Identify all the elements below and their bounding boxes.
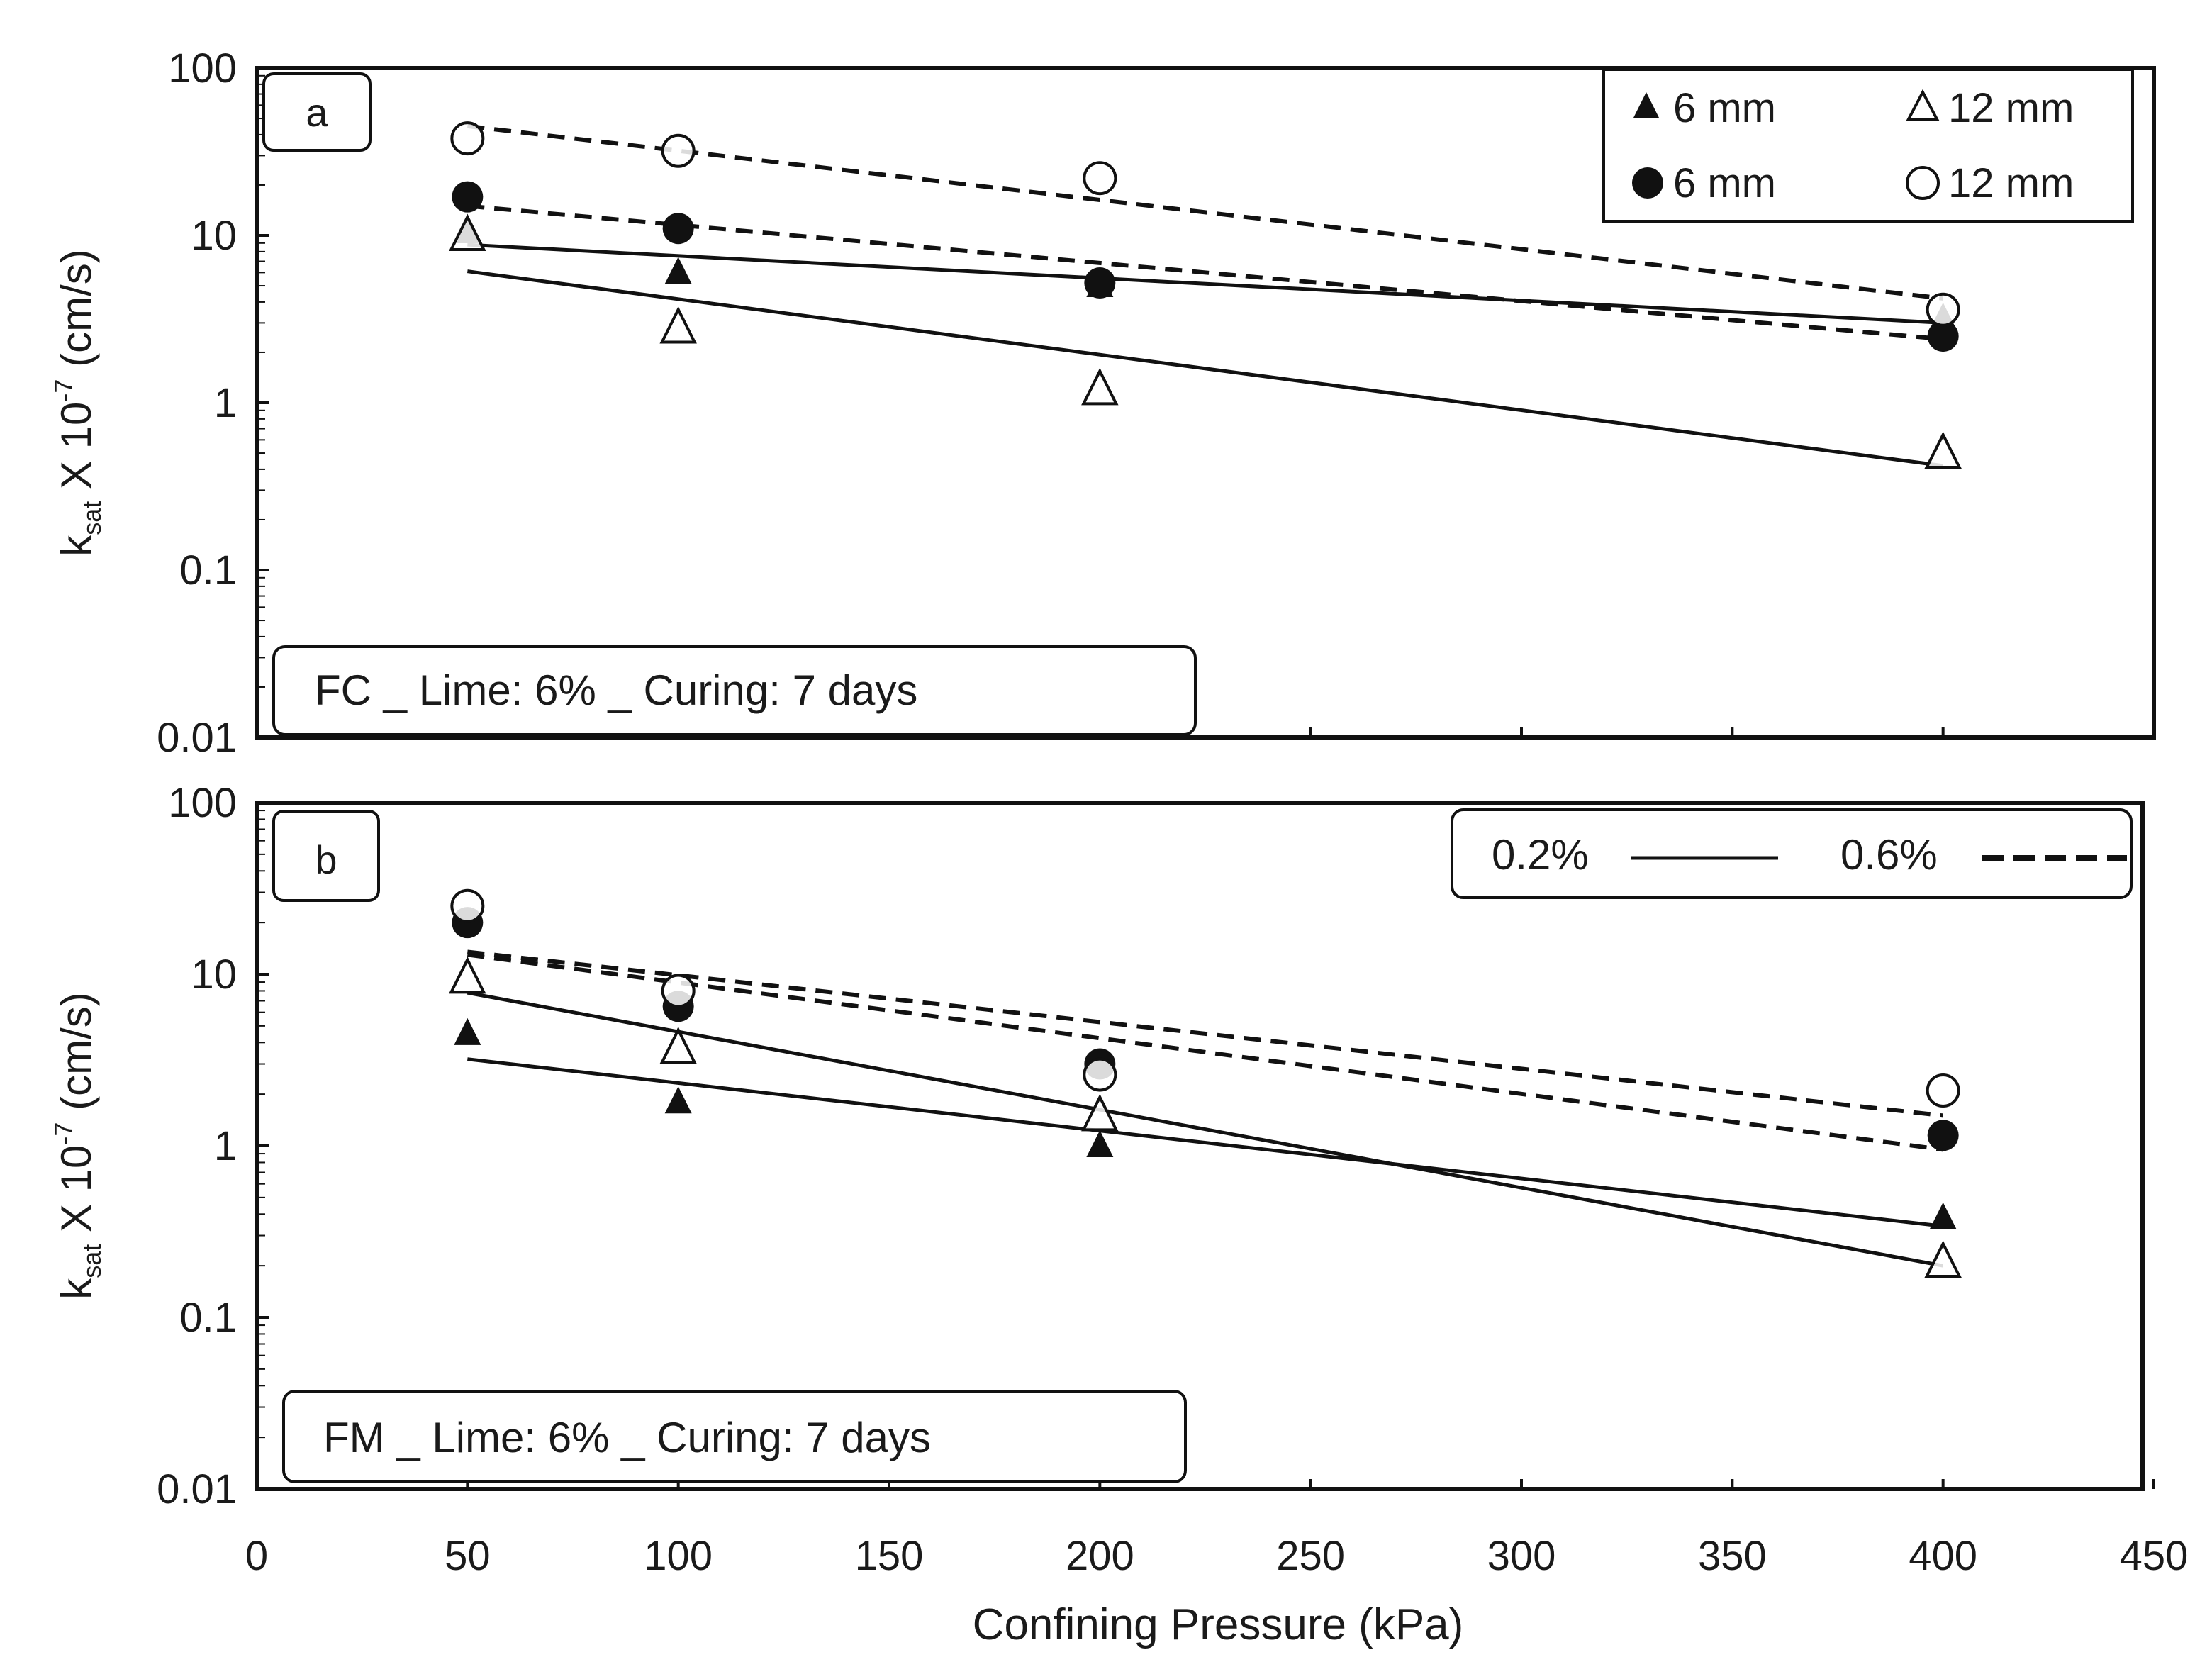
y-tick-label: 10 — [191, 952, 237, 998]
trendline-open-triangle-0.2% — [467, 269, 1943, 468]
panel-a-ylabel: ksat X 10-7 (cm/s) — [49, 249, 106, 556]
trendline-open-triangle-0.2% — [467, 991, 1944, 1268]
y-tick-label: 0.01 — [157, 1466, 237, 1512]
point-filled-circle-0.6% — [1927, 1120, 1959, 1151]
panel-b-label: b — [315, 837, 337, 882]
panel-b-legend: 0.2% 0.6% — [1451, 808, 2133, 899]
legend-dashed-label: 0.6% — [1840, 831, 1938, 879]
point-open-circle-0.6% — [1926, 1073, 1960, 1108]
panel-b-ticks: 0.01 0.1 1 10 100 — [157, 780, 2155, 1512]
trendline-open-circle-0.6% — [467, 123, 1944, 301]
panel-b-ylabel: ksat X 10-7 (cm/s) — [49, 992, 106, 1299]
legend-solid-label: 0.2% — [1492, 831, 1589, 879]
trendline-filled-triangle-0.2% — [467, 242, 1943, 325]
panel-a-trendlines — [467, 123, 1944, 468]
x-tick-label: 400 — [1909, 1533, 1977, 1579]
panel-a-ticks: 0.01 0.1 1 10 100 — [157, 45, 2155, 761]
point-open-circle-0.6% — [450, 888, 485, 923]
trendline-filled-triangle-0.2% — [467, 1057, 1943, 1228]
point-filled-triangle-0.2% — [664, 257, 692, 284]
legend-filled-triangle-icon — [1633, 92, 1659, 118]
panel-a-points — [449, 121, 1962, 469]
legend-open-circle-icon — [1906, 166, 1940, 200]
point-filled-circle-0.6% — [1927, 320, 1959, 352]
point-open-triangle-0.2% — [1924, 1240, 1962, 1278]
point-open-circle-0.6% — [1926, 292, 1960, 327]
point-open-triangle-0.2% — [659, 1027, 697, 1064]
x-tick-label: 150 — [855, 1533, 924, 1579]
x-tick-label: 350 — [1698, 1533, 1767, 1579]
x-axis-label: Confining Pressure (kPa) — [973, 1600, 1464, 1649]
x-tick-label: 450 — [2120, 1533, 2189, 1579]
panel-b-label-box — [272, 810, 380, 902]
x-tick-label: 250 — [1276, 1533, 1345, 1579]
panel-a-label: a — [306, 90, 328, 135]
y-tick-label: 100 — [168, 45, 237, 91]
point-open-circle-0.6% — [1083, 1057, 1117, 1092]
point-filled-triangle-0.2% — [1929, 1202, 1957, 1229]
point-open-triangle-0.2% — [449, 956, 486, 994]
trendline-open-circle-0.6% — [467, 949, 1943, 1118]
panel-a-legend-box — [1602, 68, 2134, 223]
y-tick-label: 0.01 — [157, 715, 237, 761]
point-filled-circle-0.6% — [1084, 267, 1116, 299]
panel-b-condition: FM _ Lime: 6% _ Curing: 7 days — [323, 1414, 931, 1461]
point-filled-triangle-0.2% — [454, 1017, 481, 1045]
panel-a-label-box — [262, 72, 372, 152]
point-filled-triangle-0.2% — [1086, 1130, 1114, 1157]
y-tick-label: 100 — [168, 780, 237, 826]
panel-b-trendlines — [467, 949, 1944, 1268]
panel-b-condition-box — [282, 1390, 1187, 1483]
trendline-filled-circle-0.6% — [467, 203, 1943, 342]
legend-open-triangle-icon — [1906, 89, 1940, 121]
point-open-circle-0.6% — [1083, 161, 1117, 196]
panel-b-legend-box — [1451, 808, 2133, 899]
y-tick-label: 1 — [214, 380, 237, 426]
y-tick-label: 10 — [191, 213, 237, 259]
point-filled-circle-0.6% — [662, 213, 694, 245]
point-filled-circle-0.6% — [452, 181, 484, 213]
panel-b-frame — [255, 801, 2145, 1491]
legend-open-circle-label: 12 mm — [1948, 160, 2074, 206]
x-tick-label: 300 — [1487, 1533, 1556, 1579]
legend-filled-circle-label: 6 mm — [1673, 160, 1776, 206]
legend-open-triangle-label: 12 mm — [1948, 85, 2074, 131]
panel-a-legend: 6 mm 12 mm 6 mm 12 mm — [1602, 68, 2134, 223]
x-tick-label: 0 — [245, 1533, 268, 1579]
panel-a-condition-box — [272, 645, 1197, 736]
point-filled-triangle-0.2% — [664, 1086, 692, 1114]
trendline-filled-circle-0.6% — [467, 952, 1944, 1152]
y-tick-label: 1 — [214, 1123, 237, 1169]
panel-a: 0.01 0.1 1 10 100 a FC _ Lime: 6% _ Curing: … — [49, 45, 2156, 761]
point-open-triangle-0.2% — [1081, 1093, 1119, 1132]
point-open-triangle-0.2% — [659, 306, 697, 344]
y-tick-label: 0.1 — [179, 547, 237, 593]
point-open-circle-0.6% — [450, 121, 485, 156]
x-tick-label: 50 — [445, 1533, 491, 1579]
panel-a-condition: FC _ Lime: 6% _ Curing: 7 days — [315, 667, 917, 714]
point-open-triangle-0.2% — [1081, 367, 1119, 406]
x-axis: 0 50 100 150 200 250 300 350 400 450 — [245, 1533, 2189, 1579]
point-open-triangle-0.2% — [1924, 431, 1962, 469]
point-open-circle-0.6% — [661, 133, 696, 168]
panel-b: 0.01 0.1 1 10 100 b FM _ Lime: 6% _ Curing: … — [49, 780, 2155, 1512]
x-tick-label: 200 — [1066, 1533, 1134, 1579]
y-tick-label: 0.1 — [179, 1295, 237, 1341]
legend-filled-circle-icon — [1632, 167, 1663, 199]
point-open-triangle-0.2% — [449, 213, 486, 251]
legend-filled-triangle-label: 6 mm — [1673, 85, 1776, 131]
panel-b-points — [449, 888, 1962, 1278]
point-open-circle-0.6% — [661, 974, 696, 1008]
x-tick-label: 100 — [644, 1533, 713, 1579]
